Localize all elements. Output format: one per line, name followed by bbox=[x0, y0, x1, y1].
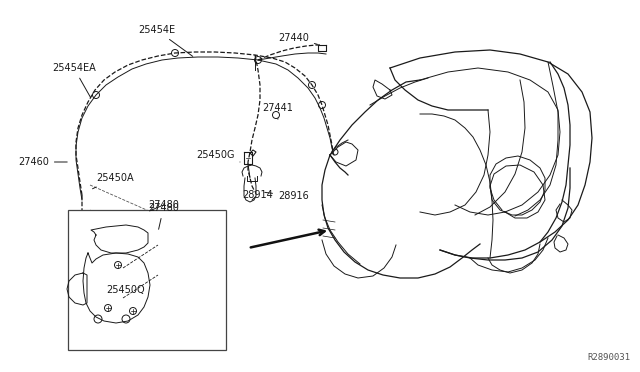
Text: 25450G: 25450G bbox=[196, 150, 240, 162]
Text: 27460: 27460 bbox=[18, 157, 67, 167]
Text: 25450Q: 25450Q bbox=[106, 285, 145, 295]
Text: 28914: 28914 bbox=[242, 190, 273, 200]
Text: 27480: 27480 bbox=[148, 200, 179, 211]
Text: 28916: 28916 bbox=[265, 191, 308, 201]
Text: 25450A: 25450A bbox=[93, 173, 134, 189]
Text: R2890031: R2890031 bbox=[587, 353, 630, 362]
Bar bbox=[68, 210, 226, 350]
Text: 27480: 27480 bbox=[148, 203, 179, 229]
Text: 25454E: 25454E bbox=[138, 25, 193, 57]
Text: 25454EA: 25454EA bbox=[52, 63, 96, 97]
Text: 27441: 27441 bbox=[262, 103, 293, 119]
Text: 27440: 27440 bbox=[278, 33, 317, 44]
